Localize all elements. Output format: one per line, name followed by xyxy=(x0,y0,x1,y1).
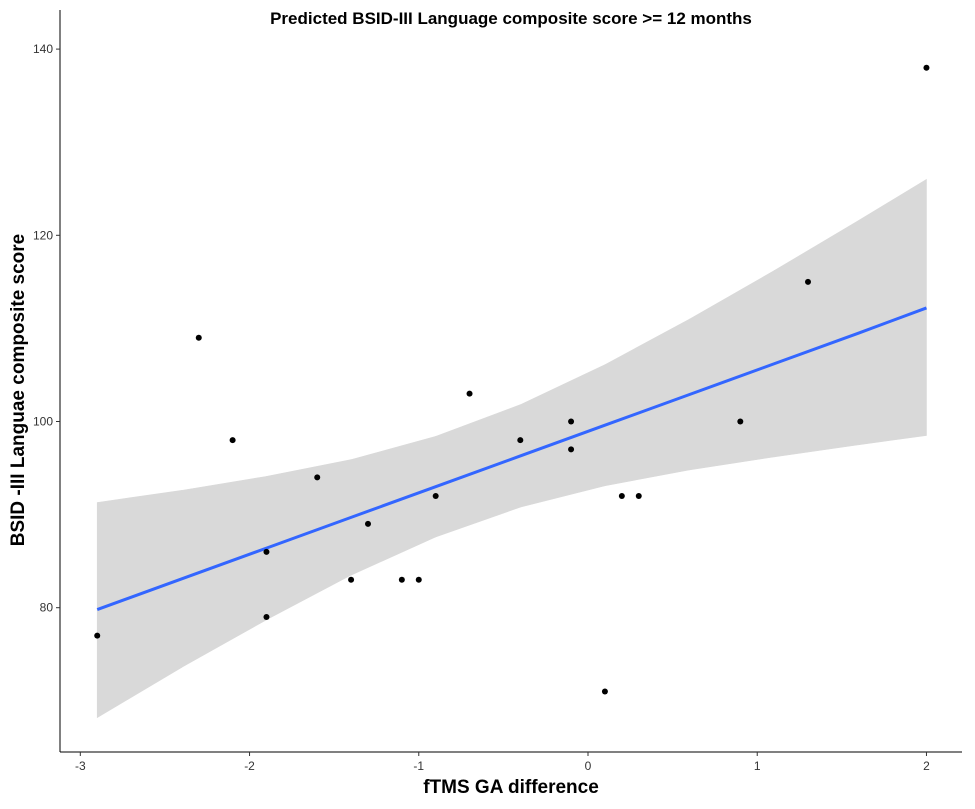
fit-line xyxy=(96,306,927,611)
data-point xyxy=(229,437,236,444)
x-tick-label: -3 xyxy=(75,759,86,773)
y-tick-label: 120 xyxy=(33,228,53,242)
data-point xyxy=(94,632,101,639)
data-point xyxy=(398,576,405,583)
confidence-band xyxy=(604,318,690,487)
x-axis-label: fTMS GA difference xyxy=(423,777,599,798)
data-point xyxy=(805,278,811,285)
data-point xyxy=(348,576,355,583)
data-point xyxy=(415,576,422,583)
data-point xyxy=(466,390,473,397)
confidence-band xyxy=(520,364,606,508)
data-point xyxy=(432,492,439,499)
data-point xyxy=(618,492,625,499)
y-tick-label: 100 xyxy=(33,414,53,428)
data-point xyxy=(263,614,270,621)
y-axis-label: BSID -III Languae composite score xyxy=(8,234,29,547)
x-tick-label: 1 xyxy=(754,759,761,773)
y-tick-label: 80 xyxy=(40,601,54,615)
confidence-band xyxy=(350,436,436,576)
data-point xyxy=(263,548,270,555)
x-tick-label: 0 xyxy=(585,759,592,773)
y-tick-label: 140 xyxy=(33,42,53,56)
data-point xyxy=(737,418,744,425)
data-point xyxy=(601,688,608,695)
confidence-band xyxy=(858,178,927,446)
data-point xyxy=(195,334,202,341)
chart-title: Predicted BSID-III Language composite sc… xyxy=(270,9,752,28)
data-point xyxy=(635,492,642,499)
data-point xyxy=(923,64,930,71)
data-point xyxy=(568,446,575,453)
x-tick-label: -1 xyxy=(413,759,424,773)
confidence-band xyxy=(181,476,267,668)
data-point xyxy=(314,474,321,481)
data-point xyxy=(568,418,575,425)
x-tick-label: 2 xyxy=(923,759,930,773)
data-point xyxy=(365,520,371,527)
confidence-band xyxy=(689,270,775,471)
confidence-band xyxy=(266,459,352,621)
x-tick-label: -2 xyxy=(244,759,255,773)
data-point xyxy=(517,437,524,444)
